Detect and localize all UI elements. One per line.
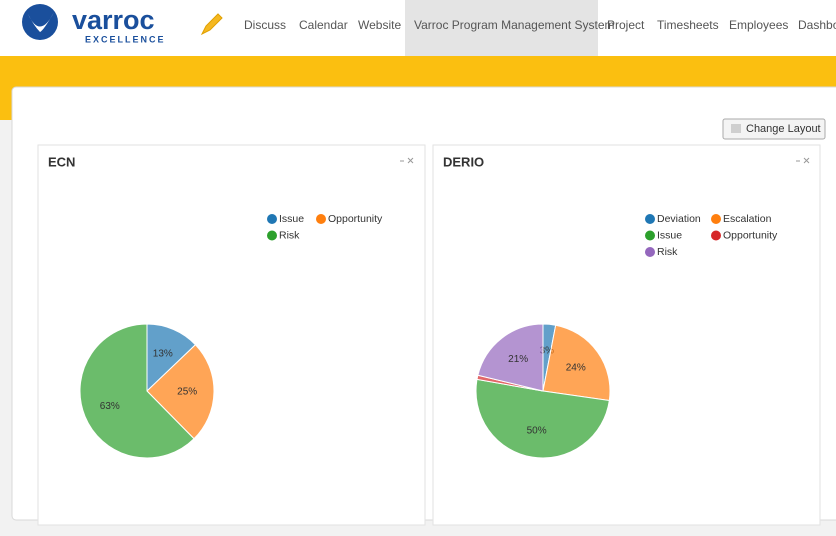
panel-ecn <box>37 144 426 526</box>
panel-frame <box>37 144 426 526</box>
logo[interactable]: varroc EXCELLENCE <box>22 4 166 44</box>
slice-label: 63% <box>100 401 120 412</box>
nav-item[interactable]: Employees <box>729 18 788 32</box>
button-icon <box>731 124 741 133</box>
legend-label[interactable]: Risk <box>279 229 300 241</box>
slice-label: 3% <box>540 346 555 357</box>
nav-active-bg <box>405 0 598 56</box>
legend-swatch <box>267 214 277 224</box>
slice-label: 13% <box>153 349 173 360</box>
slice-label: 25% <box>177 386 197 397</box>
logo-mark <box>22 4 58 40</box>
nav-item[interactable]: Timesheets <box>657 18 719 32</box>
panel-frame <box>432 144 821 526</box>
panel-derio <box>432 144 821 526</box>
legend-swatch <box>316 214 326 224</box>
pie-slice <box>477 323 544 392</box>
legend-swatch <box>645 247 655 257</box>
pie-slice <box>146 344 215 440</box>
legend-label[interactable]: Deviation <box>657 213 701 225</box>
legend-swatch <box>645 214 655 224</box>
nav-item[interactable]: Varroc Program Management System <box>414 18 615 32</box>
legend-label[interactable]: Opportunity <box>328 213 383 225</box>
panel-controls[interactable] <box>796 157 810 164</box>
slice-label: 50% <box>527 425 547 436</box>
legend-label[interactable]: Issue <box>657 229 682 241</box>
legend-swatch <box>267 230 277 241</box>
nav-item[interactable]: Project <box>607 18 645 32</box>
nav-item[interactable]: Calendar <box>299 18 348 32</box>
slice-label: 21% <box>508 354 528 365</box>
edit-icon[interactable] <box>200 13 223 36</box>
legend-swatch <box>711 230 721 241</box>
legend-label[interactable]: Escalation <box>723 213 772 225</box>
legend-swatch <box>645 230 655 241</box>
legend-label[interactable]: Issue <box>279 213 304 225</box>
logo-swirl <box>28 12 54 32</box>
pie-slice <box>542 324 611 402</box>
legend-swatch <box>711 214 721 224</box>
slice-label: 24% <box>566 362 586 373</box>
nav-item[interactable]: Dashboard <box>798 18 836 32</box>
panel-controls[interactable] <box>400 157 414 164</box>
pie-slice <box>79 323 195 459</box>
nav-item[interactable]: Website <box>358 18 401 32</box>
chart-title: DERIO <box>443 154 484 169</box>
chart-title: ECN <box>48 154 75 169</box>
logo-name: varroc <box>72 5 155 35</box>
change-layout-button[interactable]: Change Layout <box>722 118 826 140</box>
pie-slice <box>475 378 610 459</box>
button-frame <box>722 118 826 140</box>
button-label: Change Layout <box>746 123 821 135</box>
legend-label[interactable]: Opportunity <box>723 229 778 241</box>
nav-item[interactable]: Discuss <box>244 18 286 32</box>
legend-label[interactable]: Risk <box>657 246 678 258</box>
logo-tagline: EXCELLENCE <box>85 34 166 44</box>
